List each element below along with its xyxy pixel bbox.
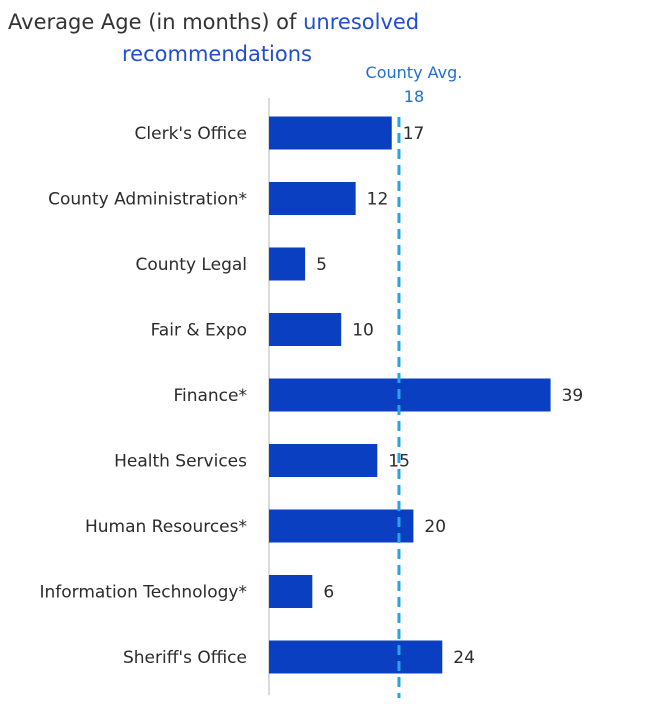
bar (269, 313, 342, 346)
chart-title: Average Age (in months) of unresolved re… (8, 6, 468, 70)
value-label: 39 (562, 386, 584, 406)
value-label: 6 (323, 583, 334, 603)
category-label: County Legal (135, 255, 247, 275)
title-line2: recommendations (122, 42, 312, 66)
bar (269, 640, 443, 674)
category-label: Sheriff's Office (123, 648, 247, 668)
bar (269, 509, 414, 543)
bar (269, 444, 378, 477)
value-label: 24 (453, 648, 475, 668)
category-label: Finance* (173, 386, 247, 406)
category-label: Human Resources* (85, 517, 247, 537)
value-label: 17 (403, 124, 425, 144)
category-label: County Administration* (48, 190, 247, 210)
category-label: Clerk's Office (135, 124, 247, 144)
bar (269, 378, 551, 412)
bars-group: Clerk's Office 17 County Administration* 12… (39, 116, 584, 674)
value-label: 5 (316, 255, 327, 275)
title-prefix: Average Age (in months) of (8, 10, 304, 34)
category-label: Fair & Expo (151, 321, 247, 341)
bar (269, 116, 392, 150)
bar (269, 182, 356, 215)
value-label: 20 (424, 517, 446, 537)
bar (269, 247, 306, 281)
category-label: Health Services (114, 452, 247, 472)
category-label: Information Technology* (39, 583, 247, 603)
value-label: 12 (367, 190, 389, 210)
value-label: 10 (352, 321, 374, 341)
bar (269, 575, 313, 608)
title-accent-word: unresolved (303, 10, 420, 34)
county-average-value: 18 (404, 87, 424, 106)
county-average-label: County Avg. (366, 63, 463, 82)
